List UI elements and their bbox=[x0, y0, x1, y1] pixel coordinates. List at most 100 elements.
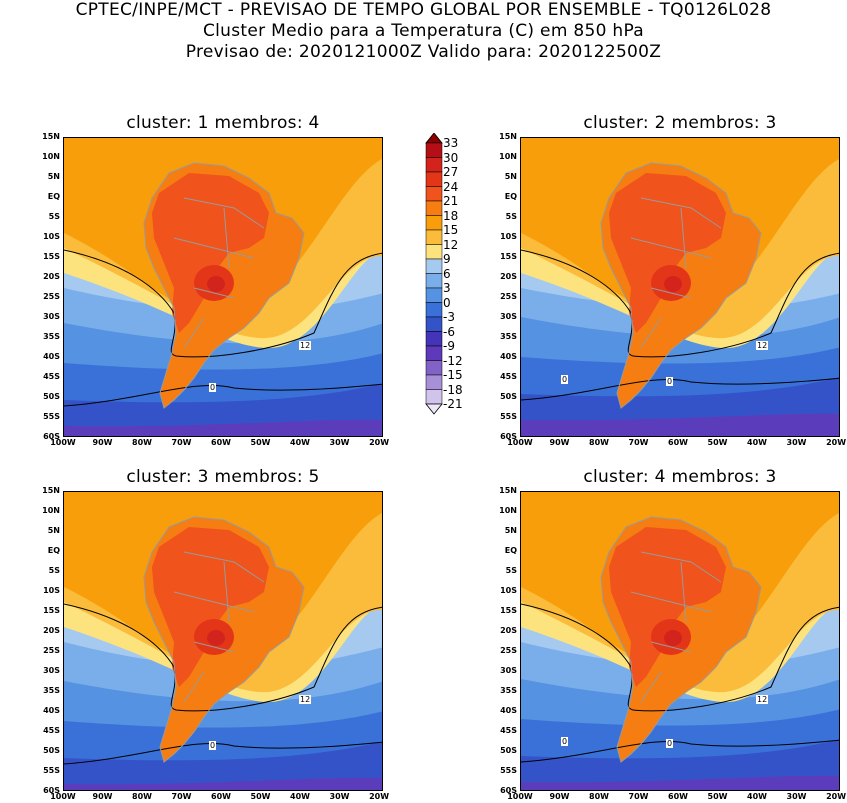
colorbar-swatch bbox=[425, 200, 443, 216]
lon-tick-label: 100W bbox=[507, 792, 533, 801]
colorbar-swatch bbox=[425, 171, 443, 187]
lat-tick-label: 5N bbox=[47, 172, 60, 181]
colorbar-swatch bbox=[425, 186, 443, 202]
lon-tick-label: 90W bbox=[92, 792, 113, 801]
colorbar-tick-label: 24 bbox=[443, 179, 459, 194]
colorbar-tick-label: 30 bbox=[443, 150, 459, 165]
lat-tick-label: 30S bbox=[500, 666, 517, 675]
lon-tick-label: 100W bbox=[507, 438, 533, 447]
lat-tick-label: 25S bbox=[43, 292, 60, 301]
lon-tick-label: 70W bbox=[171, 438, 192, 447]
panel-title-cluster-3: cluster: 3 membros: 5 bbox=[126, 467, 320, 487]
colorbar-swatch bbox=[425, 215, 443, 231]
lon-tick-label: 30W bbox=[329, 792, 350, 801]
lon-tick-label: 50W bbox=[250, 438, 271, 447]
contour-label: 0 bbox=[666, 739, 674, 748]
contour-label: 0 bbox=[666, 377, 674, 386]
lat-tick-label: 10N bbox=[499, 506, 517, 515]
lon-tick-label: 80W bbox=[589, 792, 609, 801]
colorbar-tick-label: 33 bbox=[443, 136, 459, 150]
lat-tick-label: EQ bbox=[504, 546, 517, 555]
lon-tick-label: 70W bbox=[171, 792, 192, 801]
colorbar-swatch bbox=[425, 287, 443, 303]
lon-tick-label: 80W bbox=[132, 792, 152, 801]
lat-tick-label: 5S bbox=[48, 212, 60, 221]
map-cluster-1: 12 0 bbox=[63, 137, 383, 437]
lat-tick-label: 15S bbox=[43, 606, 60, 615]
lat-tick-label: 35S bbox=[500, 686, 517, 695]
subtitle: Cluster Medio para a Temperatura (C) em … bbox=[202, 21, 645, 41]
lat-tick-label: 10S bbox=[500, 586, 517, 595]
lat-tick-label: 30S bbox=[43, 312, 60, 321]
lat-tick-label: 10N bbox=[42, 152, 60, 161]
lat-tick-label: 15N bbox=[42, 486, 60, 495]
lat-tick-label: 40S bbox=[500, 352, 517, 361]
lat-tick-label: 5S bbox=[48, 566, 60, 575]
colorbar-tick-label: -12 bbox=[443, 353, 463, 368]
main-title: CPTEC/INPE/MCT - PREVISAO DE TEMPO GLOBA… bbox=[75, 0, 772, 20]
lat-tick-label: 40S bbox=[500, 706, 517, 715]
lat-tick-label: 10S bbox=[43, 586, 60, 595]
lon-tick-label: 50W bbox=[707, 792, 728, 801]
contour-label: 12 bbox=[756, 341, 769, 350]
colorbar-tick-label: -18 bbox=[443, 382, 463, 397]
lat-tick-label: 50S bbox=[500, 746, 517, 755]
map-cluster-3: 12 0 bbox=[63, 491, 383, 791]
lat-tick-label: 55S bbox=[43, 412, 60, 421]
colorbar-swatch bbox=[425, 142, 443, 158]
lat-tick-label: EQ bbox=[504, 192, 517, 201]
lon-tick-label: 100W bbox=[50, 792, 76, 801]
lat-tick-label: 5S bbox=[505, 212, 517, 221]
colorbar-swatch bbox=[425, 302, 443, 318]
colorbar-swatch bbox=[425, 229, 443, 245]
lon-tick-label: 60W bbox=[211, 438, 231, 447]
lon-tick-label: 30W bbox=[329, 438, 350, 447]
lat-tick-label: 15S bbox=[500, 606, 517, 615]
lat-tick-label: 20S bbox=[43, 626, 60, 635]
colorbar-tick-label: 18 bbox=[443, 208, 459, 223]
colorbar-tick-label: -9 bbox=[443, 339, 455, 353]
lon-tick-label: 30W bbox=[786, 792, 807, 801]
lat-tick-label: 5N bbox=[504, 526, 517, 535]
colorbar-swatch bbox=[425, 345, 443, 361]
lat-tick-label: EQ bbox=[47, 192, 60, 201]
lat-tick-label: 10N bbox=[42, 506, 60, 515]
lon-tick-label: 70W bbox=[628, 438, 649, 447]
lon-tick-label: 90W bbox=[92, 438, 113, 447]
colorbar-swatch bbox=[425, 157, 443, 173]
lon-tick-label: 80W bbox=[589, 438, 609, 447]
colorbar-swatch bbox=[425, 360, 443, 376]
lon-tick-label: 40W bbox=[290, 438, 311, 447]
lon-tick-label: 20W bbox=[369, 792, 390, 801]
lat-tick-label: 55S bbox=[43, 766, 60, 775]
lat-tick-label: 10S bbox=[500, 232, 517, 241]
colorbar-tick-label: 15 bbox=[443, 223, 459, 237]
lat-tick-label: 60S bbox=[43, 432, 60, 441]
contour-label: 0 bbox=[561, 375, 569, 384]
lon-tick-label: 80W bbox=[132, 438, 152, 447]
lat-tick-label: 45S bbox=[43, 372, 60, 381]
lat-tick-label: 30S bbox=[500, 312, 517, 321]
colorbar-tick-label: 3 bbox=[443, 281, 451, 295]
contour-label: 12 bbox=[299, 341, 312, 350]
lat-tick-label: 20S bbox=[43, 272, 60, 281]
lat-tick-label: 15N bbox=[42, 132, 60, 141]
colorbar-top-arrow bbox=[425, 133, 443, 144]
lon-tick-label: 50W bbox=[707, 438, 728, 447]
lon-tick-label: 50W bbox=[250, 792, 271, 801]
contour-label: 0 bbox=[209, 383, 217, 392]
lon-tick-label: 40W bbox=[290, 792, 311, 801]
colorbar-tick-label: -15 bbox=[443, 368, 463, 382]
lat-tick-label: 50S bbox=[43, 392, 60, 401]
lon-tick-label: 70W bbox=[628, 792, 649, 801]
lon-tick-label: 40W bbox=[747, 438, 768, 447]
contour-label: 12 bbox=[299, 695, 312, 704]
colorbar-swatch bbox=[425, 244, 443, 260]
lat-tick-label: 35S bbox=[43, 332, 60, 341]
lon-tick-label: 20W bbox=[369, 438, 390, 447]
colorbar-tick-label: 12 bbox=[443, 237, 459, 252]
panel-title-cluster-1: cluster: 1 membros: 4 bbox=[126, 113, 320, 133]
lat-tick-label: 45S bbox=[43, 726, 60, 735]
colorbar bbox=[425, 133, 443, 415]
lat-tick-label: 15N bbox=[499, 132, 517, 141]
